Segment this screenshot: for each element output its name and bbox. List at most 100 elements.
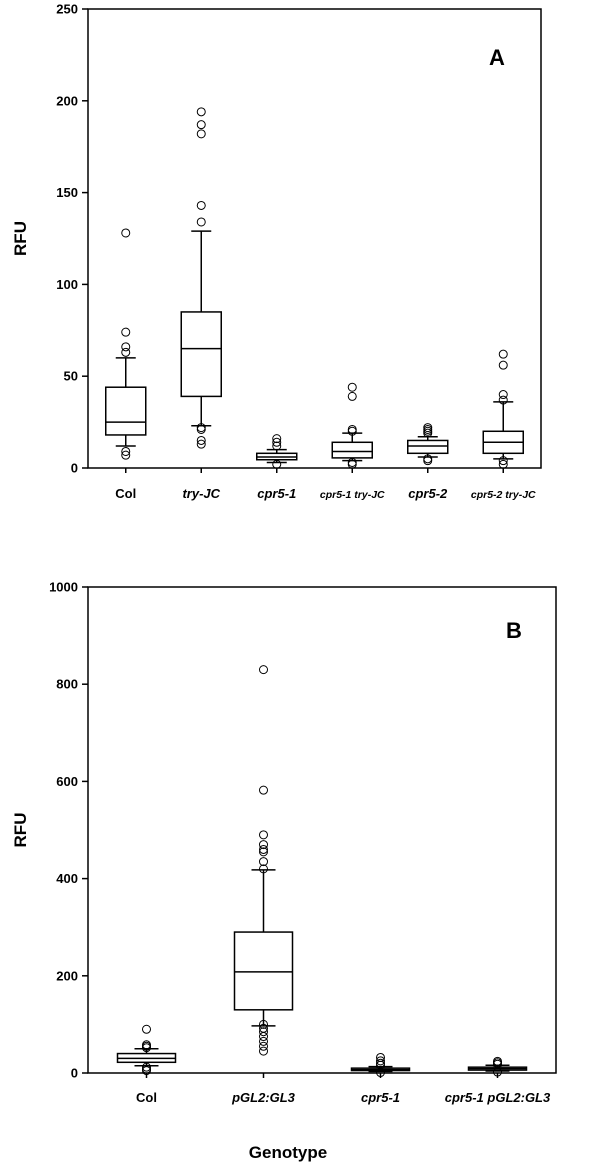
y-tick-label: 600 — [56, 774, 78, 789]
box-plot — [116, 1024, 177, 1076]
box-plot — [350, 1052, 411, 1078]
y-tick-label: 200 — [56, 93, 78, 108]
outlier-point — [272, 459, 282, 469]
box-plot — [180, 107, 222, 449]
outlier-point — [121, 327, 131, 337]
outlier-point — [121, 450, 131, 460]
outlier-point — [142, 1062, 151, 1072]
outlier-point — [259, 844, 268, 854]
y-tick-label: 0 — [71, 461, 78, 476]
box — [331, 441, 373, 459]
outlier-point — [196, 217, 206, 227]
plot-frame — [87, 586, 557, 1074]
outlier-point — [376, 1068, 385, 1078]
outlier-point — [259, 1023, 268, 1033]
x-tick-label: Col — [115, 486, 136, 501]
x-tick-label: cpr5-2 — [408, 486, 448, 501]
outlier-point — [376, 1056, 385, 1066]
x-axis-label: Genotype — [249, 1143, 327, 1162]
outlier-point — [493, 1056, 502, 1066]
outlier-point — [121, 228, 131, 238]
outlier-point — [196, 423, 206, 433]
outlier-point — [121, 446, 131, 456]
box-plot — [482, 349, 524, 469]
box-plot — [467, 1056, 528, 1077]
outlier-point — [347, 424, 357, 434]
plot-frame — [87, 8, 542, 469]
outlier-point — [259, 830, 268, 840]
outlier-point — [259, 1027, 268, 1037]
outlier-point — [259, 1036, 268, 1046]
y-axis-label: RFU — [11, 813, 30, 848]
x-tick-label: cpr5-2 try-JC — [471, 489, 536, 501]
outlier-point — [196, 435, 206, 445]
outlier-point — [121, 342, 131, 352]
outlier-point — [498, 395, 508, 405]
panel-label: B — [506, 618, 522, 643]
outlier-point — [498, 459, 508, 469]
box — [407, 439, 449, 455]
outlier-point — [196, 129, 206, 139]
outlier-point — [259, 1032, 268, 1042]
outlier-point — [259, 847, 268, 857]
x-tick-label: pGL2:GL3 — [231, 1090, 296, 1105]
y-tick-label: 1000 — [49, 580, 78, 595]
panel-label: A — [489, 45, 505, 70]
outlier-point — [272, 441, 282, 451]
outlier-point — [142, 1024, 151, 1034]
outlier-point — [272, 437, 282, 447]
box-plot — [256, 434, 298, 469]
outlier-point — [376, 1058, 385, 1068]
y-axis-label: RFU — [11, 221, 30, 256]
outlier-point — [423, 456, 433, 466]
outlier-point — [347, 391, 357, 401]
outlier-point — [142, 1040, 151, 1050]
outlier-point — [347, 457, 357, 467]
outlier-point — [259, 785, 268, 795]
chart-a: 0 50 100 150 200 250 RFU A Col try-JC cpr5-1 cpr5-1… — [11, 2, 542, 501]
outlier-point — [259, 1041, 268, 1051]
outlier-point — [196, 200, 206, 210]
x-tick-label: cpr5-1 pGL2:GL3 — [445, 1090, 551, 1105]
outlier-point — [259, 840, 268, 850]
y-tick-label: 400 — [56, 871, 78, 886]
outlier-point — [423, 454, 433, 464]
y-tick-label: 200 — [56, 968, 78, 983]
outlier-point — [347, 459, 357, 469]
outlier-point — [196, 107, 206, 117]
outlier-point — [498, 390, 508, 400]
y-tick-label: 250 — [56, 2, 78, 17]
x-tick-label: Col — [136, 1090, 157, 1105]
outlier-point — [121, 347, 131, 357]
y-tick-label: 150 — [56, 185, 78, 200]
box — [180, 311, 222, 398]
outlier-point — [498, 349, 508, 359]
y-tick-label: 100 — [56, 277, 78, 292]
outlier-point — [347, 382, 357, 392]
box-plot — [407, 423, 449, 466]
outlier-point — [423, 423, 433, 433]
x-tick-label: cpr5-1 — [257, 486, 296, 501]
outlier-point — [498, 360, 508, 370]
box — [105, 386, 147, 436]
box-plot — [105, 228, 147, 460]
outlier-point — [259, 1019, 268, 1029]
chart-b: 0 200 400 600 800 1000 RFU B Col pGL2:GL3 cpr5-1 cp… — [11, 580, 557, 1105]
box — [233, 931, 294, 1011]
box-plot — [233, 665, 294, 1056]
box-plot — [331, 382, 373, 469]
outlier-point — [196, 120, 206, 130]
outlier-point — [196, 424, 206, 434]
outlier-point — [259, 857, 268, 867]
outlier-point — [376, 1052, 385, 1062]
outlier-point — [272, 434, 282, 444]
outlier-point — [259, 1046, 268, 1056]
y-tick-label: 800 — [56, 677, 78, 692]
x-tick-label: cpr5-1 — [361, 1090, 400, 1105]
outlier-point — [196, 439, 206, 449]
y-tick-label: 50 — [64, 369, 78, 384]
x-tick-label: try-JC — [182, 486, 220, 501]
outlier-point — [498, 456, 508, 466]
x-tick-label: cpr5-1 try-JC — [320, 489, 385, 501]
